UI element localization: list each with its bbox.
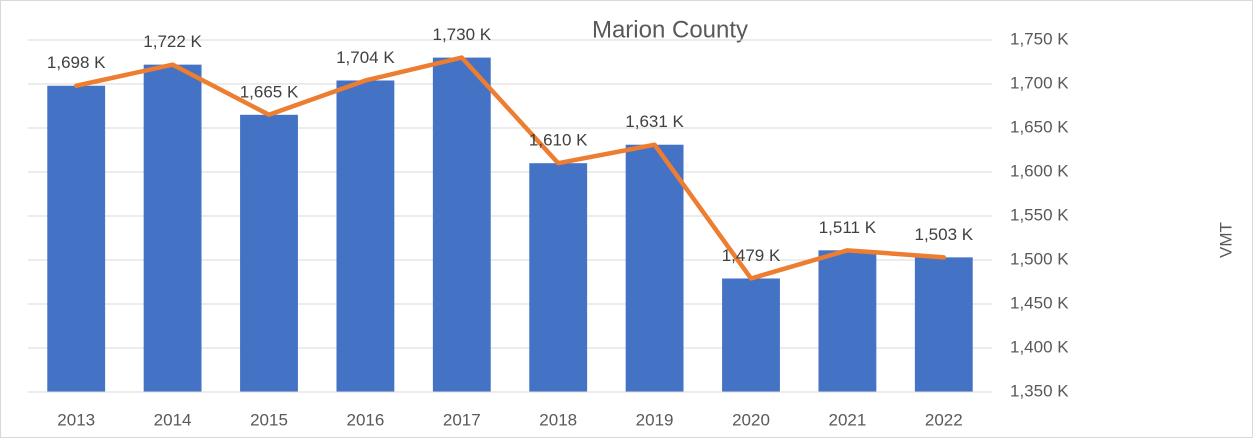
y-tick-label: 1,750 K xyxy=(1010,29,1069,48)
x-tick-label: 2014 xyxy=(154,410,192,429)
bar xyxy=(914,257,973,392)
y-tick-label: 1,500 K xyxy=(1010,249,1069,268)
bar xyxy=(818,250,877,392)
bar xyxy=(47,85,106,392)
y-tick-label: 1,600 K xyxy=(1010,161,1069,180)
bar xyxy=(722,278,780,392)
data-label: 1,665 K xyxy=(240,82,299,101)
y-tick-label: 1,400 K xyxy=(1010,337,1069,356)
x-tick-label: 2022 xyxy=(925,410,963,429)
data-label: 1,610 K xyxy=(529,131,588,150)
x-tick-label: 2015 xyxy=(250,410,288,429)
data-label: 1,511 K xyxy=(819,218,877,237)
y-axis-label: VMT xyxy=(1216,222,1235,258)
data-label: 1,479 K xyxy=(722,246,781,265)
x-tick-label: 2017 xyxy=(443,410,481,429)
x-tick-label: 2016 xyxy=(346,410,384,429)
y-tick-label: 1,700 K xyxy=(1010,73,1069,92)
x-tick-label: 2019 xyxy=(636,410,674,429)
y-tick-label: 1,550 K xyxy=(1010,205,1069,224)
y-tick-label: 1,650 K xyxy=(1010,117,1069,136)
bar xyxy=(625,144,684,392)
bar xyxy=(336,80,395,392)
line xyxy=(73,55,947,281)
bar xyxy=(432,57,491,392)
data-label: 1,698 K xyxy=(47,53,106,72)
y-tick-label: 1,450 K xyxy=(1010,293,1069,312)
bar xyxy=(143,64,202,392)
data-label: 1,730 K xyxy=(432,25,491,44)
bar xyxy=(240,114,298,393)
data-label: 1,722 K xyxy=(143,32,202,51)
x-tick-label: 2020 xyxy=(732,410,770,429)
data-label: 1,503 K xyxy=(914,225,973,244)
x-tick-label: 2021 xyxy=(828,410,866,429)
y-tick-label: 1,350 K xyxy=(1010,381,1069,400)
data-label: 1,631 K xyxy=(625,112,684,131)
bar xyxy=(529,163,588,392)
x-tick-label: 2018 xyxy=(539,410,577,429)
data-label: 1,704 K xyxy=(336,48,395,67)
chart-title: Marion County xyxy=(592,16,748,43)
x-tick-label: 2013 xyxy=(57,410,95,429)
